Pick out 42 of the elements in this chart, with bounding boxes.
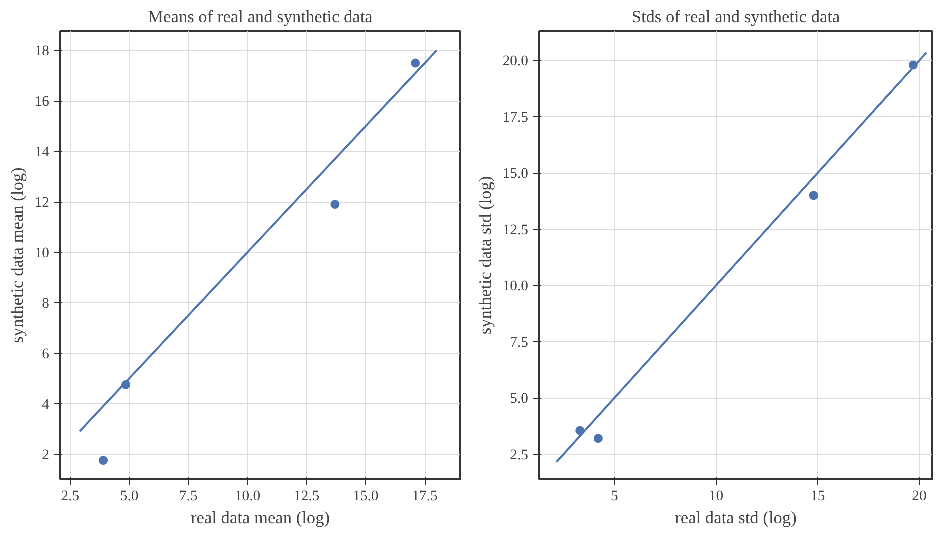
y-tick-label: 2.5: [510, 447, 529, 464]
point: [411, 58, 420, 68]
x-tick-label: 5: [611, 488, 618, 504]
point: [576, 426, 585, 436]
chart-title: Stds of real and synthetic data: [632, 8, 840, 26]
point: [121, 380, 130, 390]
y-tick-label: 10: [34, 245, 50, 262]
y-tick-label: 5.0: [510, 391, 529, 408]
y-tick-label: 6: [42, 346, 50, 362]
point: [330, 200, 340, 210]
y-tick-label: 17.5: [502, 110, 529, 126]
y-axis-title: synthetic data mean (log): [8, 167, 27, 344]
x-tick-label: 10.0: [234, 488, 261, 504]
y-tick-label: 7.5: [510, 334, 529, 351]
y-tick-label: 8: [42, 296, 50, 312]
y-tick-label: 12: [34, 195, 50, 212]
x-tick-label: 17.5: [412, 488, 438, 504]
point: [99, 456, 108, 466]
x-tick-label: 12.5: [294, 488, 320, 504]
x-tick-label: 10: [708, 488, 724, 504]
x-axis-title: real data std (log): [675, 508, 798, 528]
y-tick-label: 10.0: [502, 278, 529, 295]
chart-title: Means of real and synthetic data: [148, 8, 374, 26]
y-tick-label: 4: [42, 396, 50, 413]
y-tick-label: 2: [42, 447, 50, 464]
x-axis-title: real data mean (log): [190, 508, 330, 528]
y-tick-label: 18: [34, 44, 50, 60]
x-tick-label: 20: [912, 488, 927, 504]
x-tick-label: 5.0: [120, 488, 139, 504]
x-tick-label: 15: [810, 488, 826, 504]
y-tick-label: 20.0: [502, 54, 529, 70]
y-axis-title: synthetic data std (log): [476, 176, 495, 335]
y-tick-label: 15.0: [502, 166, 529, 182]
x-tick-label: 7.5: [179, 488, 198, 504]
y-tick-label: 14: [34, 144, 50, 161]
x-tick-label: 15.0: [353, 488, 379, 504]
x-tick-label: 2.5: [61, 488, 80, 504]
point: [908, 60, 918, 70]
y-tick-label: 12.5: [502, 222, 529, 238]
point: [809, 191, 818, 200]
y-tick-label: 16: [34, 94, 50, 110]
point: [594, 434, 603, 444]
